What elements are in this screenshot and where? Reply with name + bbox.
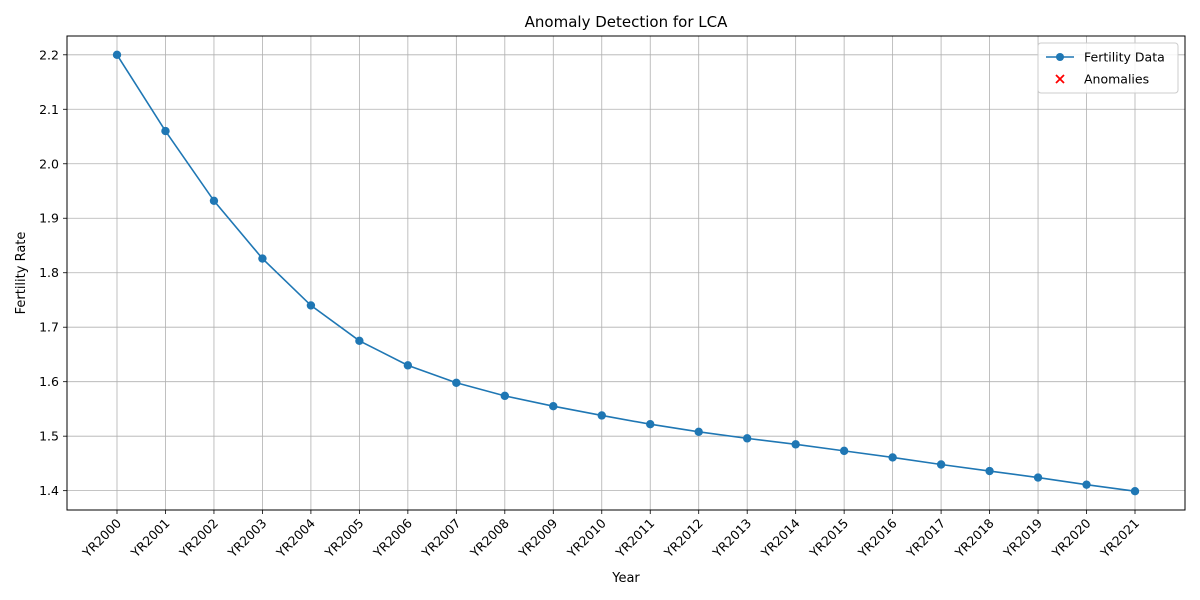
data-point xyxy=(452,378,461,387)
data-point xyxy=(888,453,897,462)
x-tick-label: YR2002 xyxy=(176,516,221,561)
data-point xyxy=(791,440,800,449)
x-tick-label: YR2018 xyxy=(951,515,996,560)
legend-label-fertility: Fertility Data xyxy=(1084,50,1165,65)
y-tick-label: 2.1 xyxy=(39,102,59,117)
x-tick-label: YR2000 xyxy=(79,515,124,560)
chart-title: Anomaly Detection for LCA xyxy=(525,13,728,31)
data-point xyxy=(161,126,170,136)
legend-marker-anomalies xyxy=(1055,74,1065,84)
x-tick-label: YR2008 xyxy=(467,515,512,560)
y-tick-label: 2.0 xyxy=(39,156,59,171)
data-point xyxy=(597,411,606,420)
x-tick-label: YR2003 xyxy=(224,516,269,561)
y-tick-label: 1.8 xyxy=(39,265,59,280)
anomaly-x-icon xyxy=(1055,74,1065,84)
x-tick-label: YR2004 xyxy=(273,515,318,560)
series-line-fertility xyxy=(116,54,1136,492)
x-tick-label: YR2007 xyxy=(418,516,463,561)
data-point xyxy=(646,419,655,429)
legend-label-anomalies: Anomalies xyxy=(1084,72,1149,87)
data-point xyxy=(742,434,752,443)
legend: Fertility Data Anomalies xyxy=(1037,42,1179,94)
x-tick-label: YR2015 xyxy=(806,516,851,561)
x-tick-label: YR2014 xyxy=(757,515,802,560)
x-tick-label: YR2001 xyxy=(127,516,172,561)
x-tick-label: YR2016 xyxy=(854,515,899,560)
data-point xyxy=(936,460,946,469)
data-point xyxy=(209,196,219,206)
data-point xyxy=(258,254,267,263)
legend-box xyxy=(1037,42,1179,94)
x-tick-label: YR2019 xyxy=(1000,515,1045,560)
y-axis-label: Fertility Rate xyxy=(14,232,29,315)
data-point xyxy=(1130,487,1140,496)
x-axis-ticks: YR2000 YR2001 YR2002 YR2003 YR2004 YR2005 YR20… xyxy=(79,510,1142,561)
x-tick-label: YR2013 xyxy=(709,516,754,561)
y-tick-label: 1.7 xyxy=(39,320,59,335)
x-tick-label: YR2021 xyxy=(1097,516,1142,561)
data-point xyxy=(549,402,558,411)
y-tick-label: 2.2 xyxy=(39,47,59,62)
data-point xyxy=(306,301,316,310)
y-tick-label: 1.9 xyxy=(39,211,59,226)
legend-marker-fertility xyxy=(1056,53,1064,61)
data-point xyxy=(1082,480,1091,489)
data-point xyxy=(403,361,413,370)
data-point xyxy=(112,50,122,59)
x-tick-label: YR2020 xyxy=(1048,515,1093,560)
y-tick-label: 1.5 xyxy=(39,429,59,444)
y-axis-ticks: 1.4 1.5 1.6 1.7 1.8 1.9 2.0 2.1 2.2 xyxy=(39,47,67,498)
data-point xyxy=(839,446,849,456)
x-tick-label: YR2012 xyxy=(660,516,705,561)
x-axis-label: Year xyxy=(611,571,640,586)
y-tick-label: 1.6 xyxy=(39,374,59,389)
series-layer xyxy=(112,50,1140,496)
data-point xyxy=(985,466,994,476)
x-tick-label: YR2009 xyxy=(515,515,560,560)
data-point xyxy=(694,427,703,437)
data-point xyxy=(1033,473,1043,482)
x-tick-label: YR2011 xyxy=(612,516,657,561)
data-point xyxy=(355,336,364,346)
x-tick-label: YR2010 xyxy=(564,515,609,560)
data-point xyxy=(500,391,510,401)
x-tick-label: YR2017 xyxy=(903,516,948,561)
x-tick-label: YR2006 xyxy=(370,515,415,560)
y-tick-label: 1.4 xyxy=(39,483,59,498)
x-tick-label: YR2005 xyxy=(321,516,366,561)
grid xyxy=(67,36,1185,510)
